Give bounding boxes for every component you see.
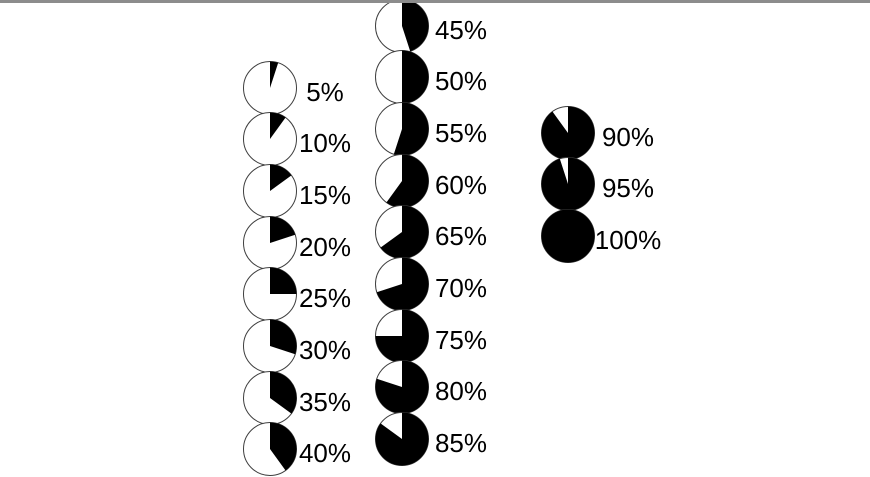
pie-filled-wedge (270, 422, 297, 471)
pie-filled-wedge (380, 205, 428, 259)
pie-filled-wedge (270, 216, 296, 243)
pie-filled-wedge (541, 157, 595, 211)
pie-55-percent (374, 101, 429, 156)
pie-20-percent (243, 215, 297, 270)
pie-label-40-percent: 40% (298, 438, 352, 469)
pie-filled-wedge (270, 267, 297, 295)
pie-filled-wedge (393, 102, 429, 156)
pie-filled-wedge (376, 257, 429, 311)
pie-40-percent (243, 422, 297, 477)
pie-filled-wedge (541, 209, 595, 263)
pie-5-percent (243, 60, 297, 115)
pie-filled-wedge (385, 154, 428, 208)
pie-filled-wedge (374, 412, 428, 466)
pie-10-percent (243, 112, 297, 167)
pie-65-percent (374, 205, 429, 260)
pie-label-100-percent: 100% (594, 224, 662, 255)
pie-label-90-percent: 90% (601, 121, 655, 152)
pie-label-35-percent: 35% (298, 386, 352, 417)
pie-filled-wedge (375, 360, 429, 414)
pie-label-30-percent: 30% (298, 335, 352, 365)
pie-label-45-percent: 45% (434, 14, 488, 45)
pie-100-percent (541, 208, 595, 263)
pie-label-50-percent: 50% (434, 66, 488, 97)
pie-filled-wedge (401, 0, 428, 51)
pie-label-95-percent: 95% (601, 173, 655, 204)
pie-80-percent (374, 360, 429, 415)
pie-filled-wedge (541, 106, 595, 159)
pie-label-65-percent: 65% (434, 221, 488, 252)
pie-filled-wedge (401, 50, 428, 104)
pie-label-75-percent: 75% (434, 324, 488, 355)
pie-60-percent (374, 153, 429, 208)
pie-filled-wedge (270, 164, 292, 191)
pie-label-70-percent: 70% (434, 273, 488, 303)
pie-label-5-percent: 5% (306, 76, 344, 107)
pie-label-85-percent: 85% (434, 428, 488, 459)
pie-filled-wedge (375, 309, 428, 363)
pie-label-15-percent: 15% (298, 179, 352, 210)
pie-label-55-percent: 55% (434, 117, 488, 148)
top-border (0, 0, 870, 3)
pie-95-percent (541, 157, 595, 212)
pie-filled-wedge (270, 112, 286, 140)
pie-label-20-percent: 20% (298, 231, 352, 262)
pie-label-60-percent: 60% (434, 169, 488, 200)
pie-label-25-percent: 25% (298, 283, 352, 314)
pie-label-80-percent: 80% (434, 376, 488, 407)
pie-50-percent (374, 50, 429, 105)
pie-45-percent (374, 0, 429, 53)
pie-filled-wedge (270, 371, 297, 414)
pie-90-percent (541, 105, 595, 160)
pie-85-percent (374, 412, 429, 467)
pie-15-percent (243, 163, 297, 218)
pie-75-percent (374, 308, 429, 363)
pie-70-percent (374, 257, 429, 311)
pie-filled-wedge (270, 319, 297, 355)
pie-label-10-percent: 10% (298, 128, 352, 159)
pie-filled-wedge (270, 61, 279, 88)
